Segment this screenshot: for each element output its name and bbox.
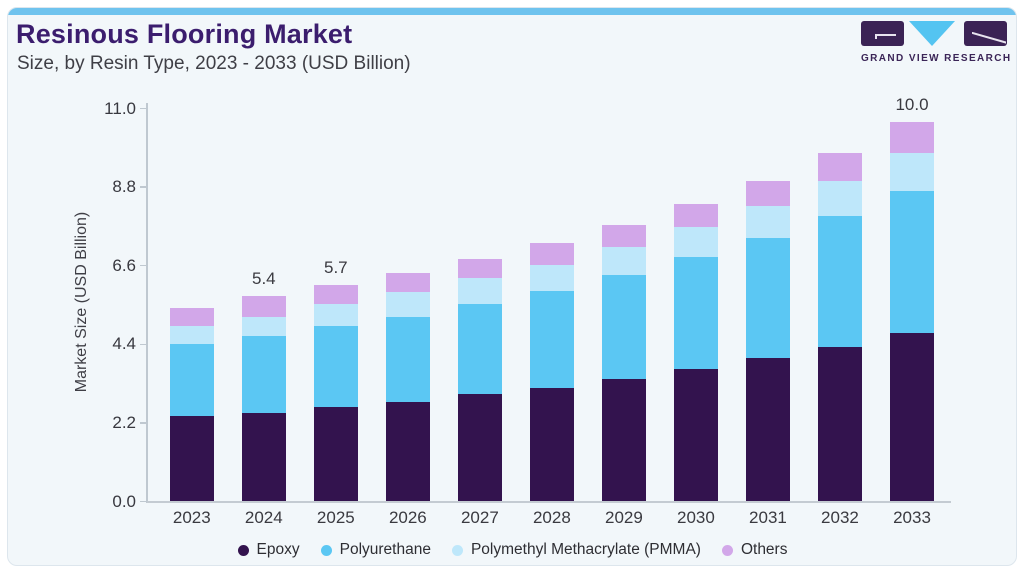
bar-segment-polyurethane-2032 [817,215,862,347]
x-axis-label-2030: 2030 [677,508,715,527]
legend-label: Others [740,541,788,558]
bar-segment-epoxy-2027 [457,394,502,502]
y-axis-title: Market Size (USD Billion) [73,211,90,393]
legend-dot-icon [451,544,463,556]
x-axis-label-2026: 2026 [388,508,427,527]
x-axis-label-2028: 2028 [532,508,571,527]
x-axis-label-2027: 2027 [460,508,499,527]
bar-segment-others-2029 [601,224,646,248]
bar-segment-polyurethane-2023 [169,344,214,417]
y-axis-tick [140,422,147,424]
y-axis-tick [140,500,147,503]
legend-item-others: Others [721,541,788,559]
bar-segment-epoxy-2028 [529,387,574,502]
x-axis-label-2024: 2024 [244,508,283,527]
bar-segment-others-2031 [745,180,790,207]
x-axis-label-2025: 2025 [316,508,355,527]
y-axis-line [146,103,148,503]
bar-segment-polyurethane-2027 [457,303,502,395]
grand-view-research-logo: GRAND VIEW RESEARCH [861,21,1012,69]
legend-dot-icon [237,544,249,556]
bar-segment-polymethyl-methacrylate-pmma-2024 [241,316,286,336]
bar-segment-polymethyl-methacrylate-pmma-2030 [673,227,718,257]
bar-segment-polymethyl-methacrylate-pmma-2029 [601,247,646,276]
bar-segment-epoxy-2033 [890,332,934,502]
bar-value-label-2024: 5.4 [251,269,276,289]
x-axis-label-2033: 2033 [893,508,931,527]
bar-segment-polymethyl-methacrylate-pmma-2032 [817,181,862,216]
legend-dot-icon [721,544,733,556]
x-axis-line [147,501,951,503]
logo-g-mark [861,21,904,46]
bar-segment-polyurethane-2025 [313,326,358,408]
bar-segment-epoxy-2026 [385,401,430,502]
legend-label: Polyurethane [339,541,431,558]
y-axis-tick-label: 6.6 [112,255,136,275]
bar-value-label-2033: 10.0 [895,94,929,114]
bar-segment-polymethyl-methacrylate-pmma-2026 [385,292,430,317]
bar-segment-others-2028 [529,242,574,265]
bar-segment-others-2023 [169,307,214,327]
y-axis-tick [140,264,147,267]
bar-value-label-2025: 5.7 [324,258,348,278]
logo-r-mark [964,21,1007,46]
bar-segment-epoxy-2023 [169,416,214,502]
y-axis-tick [140,186,147,188]
logo-marks [861,21,1007,46]
bar-segment-epoxy-2031 [745,357,790,502]
bar-segment-polymethyl-methacrylate-pmma-2027 [457,278,502,304]
legend-item-epoxy: Epoxy [237,541,300,559]
y-axis-tick-label: 4.4 [112,334,136,354]
x-axis-label-2031: 2031 [749,508,787,527]
bar-segment-polyurethane-2033 [890,190,934,333]
logo-g-glyph-icon [875,34,896,39]
page-subtitle: Size, by Resin Type, 2023 - 2033 (USD Bi… [17,53,411,74]
bar-segment-epoxy-2029 [601,379,646,502]
y-axis-tick-label: 11.0 [104,98,136,118]
bar-segment-polyurethane-2028 [529,290,574,388]
y-axis-tick-label: 0.0 [112,491,136,511]
x-axis-label-2023: 2023 [172,508,211,527]
bar-segment-epoxy-2025 [313,407,358,502]
y-axis-tick [140,343,147,346]
bar-segment-polyurethane-2029 [601,275,646,380]
y-axis-tick-label: 8.8 [112,177,136,197]
bar-segment-others-2026 [385,273,430,293]
logo-wordmark: GRAND VIEW RESEARCH [861,53,1012,64]
bar-segment-others-2024 [241,296,286,317]
y-axis-tick [140,107,147,110]
bar-segment-polymethyl-methacrylate-pmma-2028 [529,264,574,291]
legend-item-polyurethane: Polyurethane [320,541,431,559]
logo-v-triangle-icon [909,21,955,46]
bar-segment-polyurethane-2026 [385,316,430,402]
legend-item-polymethyl-methacrylate-pmma: Polymethyl Methacrylate (PMMA) [451,541,701,559]
bar-segment-others-2030 [673,203,718,228]
bar-segment-epoxy-2024 [241,412,286,502]
bar-segment-others-2033 [890,121,934,153]
bar-segment-polyurethane-2024 [241,335,286,413]
bar-segment-polymethyl-methacrylate-pmma-2033 [890,152,934,191]
page-title: Resinous Flooring Market [16,19,353,49]
bar-segment-epoxy-2030 [673,368,718,502]
bar-segment-polymethyl-methacrylate-pmma-2023 [169,326,214,345]
x-axis-label-2029: 2029 [604,508,643,527]
legend-dot-icon [320,544,332,556]
bar-segment-epoxy-2032 [817,346,862,502]
bar-segment-polyurethane-2031 [745,237,790,358]
bar-segment-others-2032 [817,153,862,182]
bar-segment-polymethyl-methacrylate-pmma-2025 [313,304,358,327]
y-axis-tick-label: 2.2 [112,412,136,432]
legend-label: Epoxy [256,541,300,558]
bar-segment-others-2027 [457,258,502,279]
card-top-accent-bar [8,8,1016,15]
chart-legend: Epoxy Polyurethane Polymethyl Methacrylate… [0,539,1025,561]
legend-label: Polymethyl Methacrylate (PMMA) [470,541,701,558]
bar-segment-polyurethane-2030 [673,256,718,369]
x-axis-label-2032: 2032 [821,508,859,527]
bar-segment-others-2025 [313,285,358,305]
bar-segment-polymethyl-methacrylate-pmma-2031 [745,206,790,238]
